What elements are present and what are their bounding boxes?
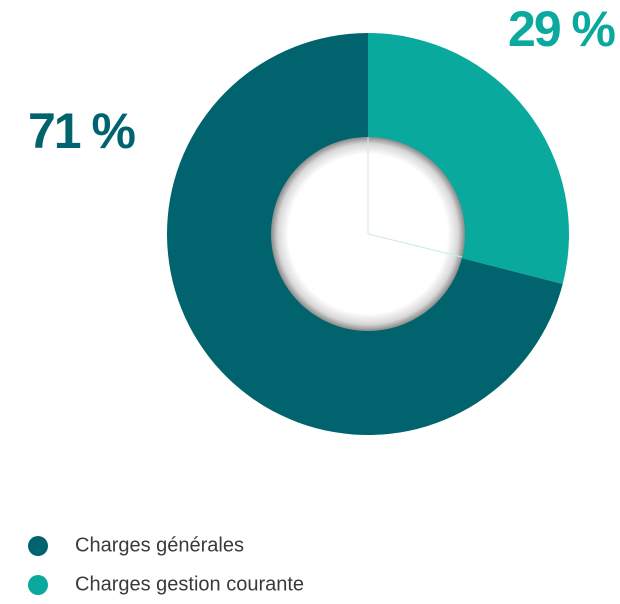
value-label: 29 % — [508, 1, 616, 57]
legend-label: Charges gestion courante — [75, 573, 304, 595]
value-label: 71 % — [28, 103, 136, 159]
legend-swatch — [28, 575, 48, 595]
legend-label: Charges générales — [75, 534, 244, 556]
legend: Charges générales Charges gestion courant… — [28, 534, 304, 595]
divider — [367, 233, 463, 258]
labels: 71 % 29 % — [28, 1, 618, 159]
legend-swatch — [28, 536, 48, 556]
